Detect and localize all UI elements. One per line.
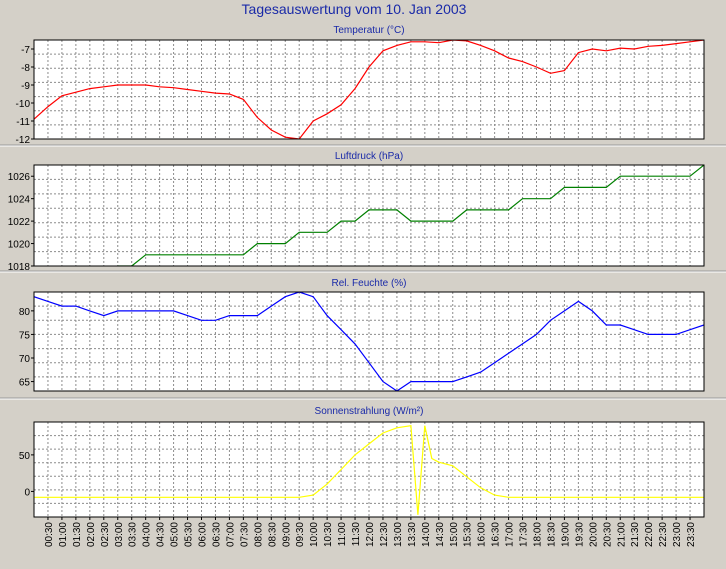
y-tick-label: 1020 [8,240,31,251]
series-line [34,40,704,139]
x-tick-label: 06:30 [211,522,222,547]
plot-frame [33,39,705,140]
y-tick-label: -11 [16,117,30,128]
x-tick-label: 16:00 [477,522,488,547]
y-tick-label: -10 [16,99,31,110]
x-tick-label: 15:30 [463,522,474,547]
panel-title: Luftdruck (hPa) [335,151,403,162]
x-tick-label: 11:00 [337,522,348,547]
x-tick-label: 21:00 [616,522,627,547]
x-tick-label: 22:30 [658,522,669,547]
x-tick-label: 17:00 [505,522,516,547]
y-tick-label: -12 [16,135,31,146]
y-tick-label: 75 [19,330,31,341]
y-tick-label: 80 [19,307,31,318]
plot-frame [33,291,705,392]
x-tick-label: 20:30 [602,522,613,547]
x-tick-label: 04:30 [156,522,167,547]
page-title: Tagesauswertung vom 10. Jan 2003 [242,1,467,17]
y-tick-label: -8 [21,63,30,74]
x-tick-label: 18:00 [533,522,544,547]
chart-panel: Temperatur (°C) -12 -11 -10 -9 -8 -7 [16,25,705,146]
y-tick-label: 1024 [8,195,31,206]
x-tick-label: 02:30 [100,522,111,547]
chart-panel: Sonnenstrahlung (W/m²) 0 50 [19,406,705,518]
x-tick-label: 23:30 [686,522,697,547]
x-tick-label: 07:00 [225,522,236,547]
chart-panel: Rel. Feuchte (%) 65 70 75 80 [19,278,705,392]
y-tick-label: 70 [19,354,31,365]
x-tick-label: 12:30 [379,522,390,547]
y-tick-label: 1026 [8,172,31,183]
x-tick-label: 23:00 [672,522,683,547]
x-tick-label: 05:00 [170,522,181,547]
x-tick-label: 09:30 [295,522,306,547]
x-tick-label: 02:00 [86,522,97,547]
chart-panels: Temperatur (°C) -12 -11 -10 -9 -8 -7 Luftdruck … [0,25,726,518]
y-tick-label: 1022 [8,217,31,228]
y-tick-label: -9 [21,81,30,92]
panel-title: Rel. Feuchte (%) [331,278,406,289]
x-tick-label: 12:00 [365,522,376,547]
x-tick-label: 05:30 [184,522,195,547]
x-tick-label: 01:30 [72,522,83,547]
x-tick-label: 14:00 [421,522,432,547]
x-tick-label: 03:30 [128,522,139,547]
y-tick-label: 0 [24,487,30,498]
x-tick-label: 08:00 [253,522,264,547]
x-tick-label: 03:00 [114,522,125,547]
x-tick-label: 13:00 [393,522,404,547]
series-line [34,292,704,391]
chart-panel: Luftdruck (hPa) 1018 1020 1022 1024 1026 [8,151,705,273]
x-tick-label: 13:30 [407,522,418,547]
x-tick-label: 11:30 [351,522,362,547]
y-tick-label: 65 [19,378,31,389]
x-tick-label: 07:30 [239,522,250,547]
x-tick-label: 04:00 [142,522,153,547]
plot-frame [33,164,705,267]
x-tick-label: 10:30 [323,522,334,547]
x-tick-label: 17:30 [519,522,530,547]
series-line [34,425,704,515]
y-tick-label: -7 [21,45,30,56]
panel-title: Temperatur (°C) [333,25,404,36]
x-tick-label: 15:00 [449,522,460,547]
x-tick-label: 16:30 [491,522,502,547]
y-tick-label: 1018 [8,262,31,273]
x-tick-label: 00:30 [44,522,55,547]
x-tick-label: 09:00 [281,522,292,547]
x-tick-label: 10:00 [309,522,320,547]
x-tick-label: 18:30 [546,522,557,547]
x-tick-label: 06:00 [198,522,209,547]
x-tick-label: 19:00 [560,522,571,547]
x-tick-label: 22:00 [644,522,655,547]
x-tick-label: 01:00 [58,522,69,547]
x-tick-label: 20:00 [588,522,599,547]
plot-area [34,422,704,517]
x-tick-label: 21:30 [630,522,641,547]
x-tick-label: 08:30 [267,522,278,547]
y-tick-label: 50 [19,451,31,462]
x-tick-label: 14:30 [435,522,446,547]
series-line [117,165,704,266]
x-axis-labels: 00:30 01:00 01:30 02:00 02:30 03:00 03:30 04:00… [44,517,697,547]
panel-title: Sonnenstrahlung (W/m²) [315,406,424,417]
x-tick-label: 19:30 [574,522,585,547]
